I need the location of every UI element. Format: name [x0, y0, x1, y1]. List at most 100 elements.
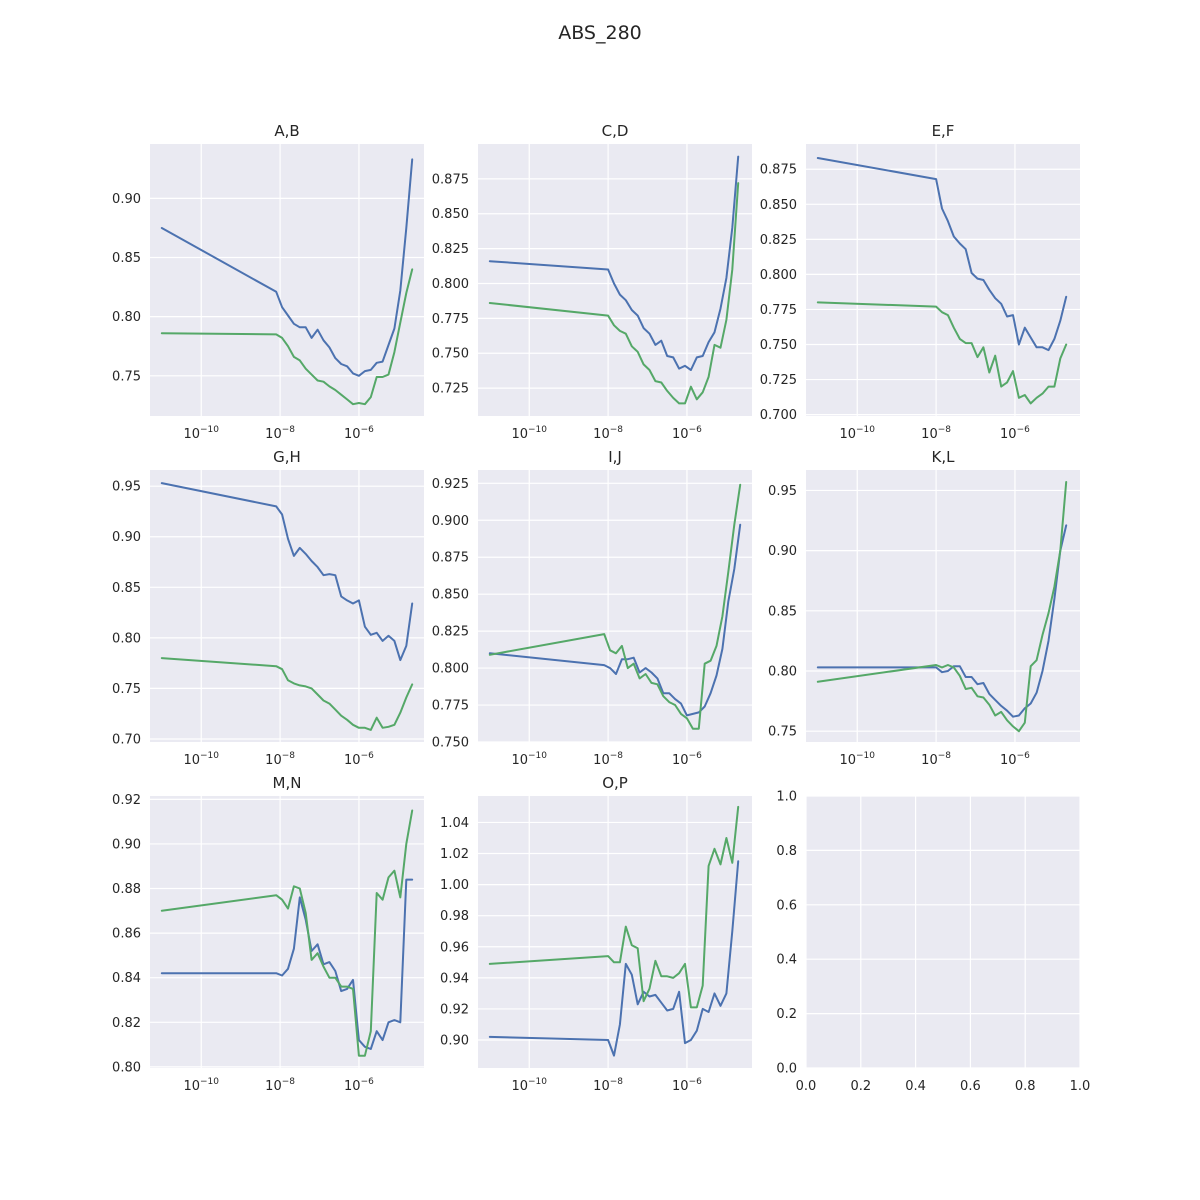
y-tick-label: 0.900	[432, 514, 469, 529]
x-tick-label: 10−6	[344, 425, 374, 442]
y-tick-label: 0.92	[112, 793, 141, 808]
y-tick-label: 0.875	[432, 172, 469, 187]
y-tick-label: 0.82	[112, 1016, 141, 1031]
series-line-1	[488, 155, 740, 371]
subplot: 10−10 10−8 10−6 0.70 0.75 0.80 0.85 0.90 0.95 G,H	[112, 448, 424, 768]
series-line-2	[816, 481, 1068, 733]
x-tick-label: 10−8	[265, 425, 295, 442]
y-tick-label: 0.95	[112, 480, 141, 495]
y-tick-label: 0.0	[776, 1062, 797, 1077]
x-tick-label: 10−10	[183, 1077, 219, 1094]
x-tick-label: 10−10	[839, 751, 875, 768]
y-tick-label: 0.80	[112, 310, 141, 325]
y-tick-label: 0.850	[432, 207, 469, 222]
y-tick-label: 0.92	[440, 1002, 469, 1017]
y-tick-label: 0.75	[768, 725, 797, 740]
y-tick-label: 0.98	[440, 909, 469, 924]
x-tick-label: 10−6	[672, 1077, 702, 1094]
x-tick-label: 10−10	[183, 425, 219, 442]
y-tick-label: 1.04	[440, 816, 469, 831]
subplot: 10−10 10−8 10−6 0.75 0.80 0.85 0.90 A,B	[112, 122, 424, 442]
axes-background	[150, 470, 424, 742]
x-tick-label: 0.4	[905, 1079, 926, 1094]
y-tick-label: 0.725	[432, 382, 469, 397]
subplot: 10−10 10−8 10−6 0.725 0.750 0.775 0.800 0.825 0.…	[432, 122, 752, 442]
y-tick-label: 0.95	[768, 484, 797, 499]
x-tick-label: 10−8	[265, 1077, 295, 1094]
series-line-2	[160, 809, 414, 1057]
y-tick-label: 0.700	[760, 408, 797, 423]
y-tick-label: 0.800	[760, 268, 797, 283]
y-tick-label: 0.725	[760, 373, 797, 388]
y-tick-label: 0.80	[768, 664, 797, 679]
series-line-2	[160, 268, 414, 406]
subplot-title: G,H	[273, 448, 301, 466]
y-tick-label: 0.86	[112, 927, 141, 942]
axes-background	[806, 796, 1080, 1068]
x-tick-label: 10−8	[593, 1077, 623, 1094]
x-tick-label: 1.0	[1070, 1079, 1091, 1094]
y-tick-label: 0.90	[440, 1034, 469, 1049]
y-tick-label: 0.90	[112, 192, 141, 207]
axes-background	[806, 144, 1080, 416]
y-tick-label: 0.825	[760, 233, 797, 248]
y-tick-label: 0.70	[112, 732, 141, 747]
y-tick-label: 0.750	[432, 347, 469, 362]
y-tick-label: 0.875	[760, 163, 797, 178]
x-tick-label: 10−10	[511, 425, 547, 442]
subplot-title: M,N	[273, 774, 302, 792]
y-tick-label: 0.85	[768, 604, 797, 619]
y-tick-label: 0.825	[432, 242, 469, 257]
axes-background	[150, 144, 424, 416]
subplot-title: E,F	[932, 122, 955, 140]
subplot: 10−10 10−8 10−6 0.80 0.82 0.84 0.86 0.88 0.90 0.9…	[112, 774, 424, 1094]
y-tick-label: 0.2	[776, 1007, 797, 1022]
series-line-1	[160, 878, 414, 1050]
x-tick-label: 10−8	[921, 751, 951, 768]
y-tick-label: 0.75	[112, 682, 141, 697]
series-line-2	[160, 657, 414, 731]
y-tick-label: 0.88	[112, 882, 141, 897]
y-tick-label: 0.85	[112, 581, 141, 596]
y-tick-label: 0.925	[432, 477, 469, 492]
y-tick-label: 0.8	[776, 844, 797, 859]
x-tick-label: 10−10	[511, 751, 547, 768]
series-line-1	[160, 158, 414, 377]
x-tick-label: 0.6	[960, 1079, 981, 1094]
series-line-1	[488, 860, 740, 1057]
y-tick-label: 0.84	[112, 971, 141, 986]
y-tick-label: 0.825	[432, 625, 469, 640]
x-tick-label: 10−6	[344, 751, 374, 768]
figure-title: ABS_280	[558, 22, 642, 44]
x-tick-label: 10−8	[265, 751, 295, 768]
series-line-2	[488, 483, 742, 730]
y-tick-label: 0.75	[112, 369, 141, 384]
x-tick-label: 10−6	[672, 425, 702, 442]
y-tick-label: 0.90	[112, 530, 141, 545]
x-tick-label: 0.8	[1015, 1079, 1036, 1094]
x-tick-label: 10−10	[511, 1077, 547, 1094]
x-tick-label: 10−6	[1000, 425, 1030, 442]
subplot: 0.0 0.2 0.4 0.6 0.8 1.0 0.0 0.2 0.4 0.6 0.8 1.0	[776, 790, 1090, 1095]
subplot: 10−10 10−8 10−6 0.75 0.80 0.85 0.90 0.95 K,L	[768, 448, 1080, 768]
y-tick-label: 0.6	[776, 898, 797, 913]
y-tick-label: 0.4	[776, 953, 797, 968]
subplot: 10−10 10−8 10−6 0.90 0.92 0.94 0.96 0.98 1.00 1.0…	[440, 774, 752, 1094]
y-tick-label: 0.850	[432, 588, 469, 603]
y-tick-label: 0.750	[760, 338, 797, 353]
subplot-title: I,J	[608, 448, 622, 466]
x-tick-label: 10−8	[593, 425, 623, 442]
x-tick-label: 10−8	[593, 751, 623, 768]
x-tick-label: 10−6	[672, 751, 702, 768]
x-tick-label: 10−6	[344, 1077, 374, 1094]
x-tick-label: 10−10	[183, 751, 219, 768]
series-line-1	[816, 157, 1068, 352]
y-tick-label: 0.775	[432, 312, 469, 327]
x-tick-label: 10−10	[839, 425, 875, 442]
subplot-grid: 10−10 10−8 10−60.750.800.850.90A,B10−10 10−…	[112, 122, 1090, 1094]
axes-background	[150, 796, 424, 1068]
axes-background	[478, 144, 752, 416]
x-tick-label: 10−8	[921, 425, 951, 442]
subplot-title: K,L	[932, 448, 956, 466]
